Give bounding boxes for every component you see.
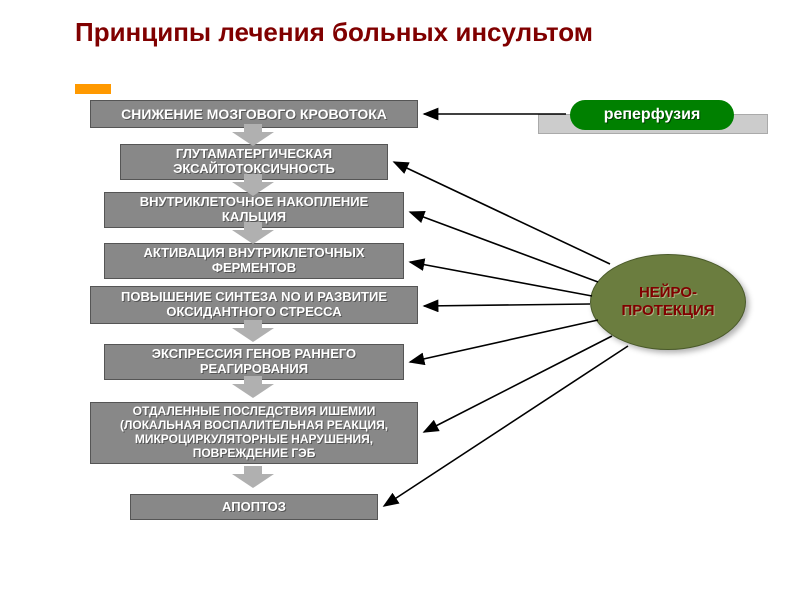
flow-box-6: ОТДАЛЕННЫЕ ПОСЛЕДСТВИЯ ИШЕМИИ (ЛОКАЛЬНАЯ… (90, 402, 418, 464)
flow-box-4: ПОВЫШЕНИЕ СИНТЕЗА NO И РАЗВИТИЕ ОКСИДАНТ… (90, 286, 418, 324)
title-marker (75, 84, 111, 94)
flow-box-5: ЭКСПРЕССИЯ ГЕНОВ РАННЕГО РЕАГИРОВАНИЯ (104, 344, 404, 380)
neuroprotection-ellipse: НЕЙРО- ПРОТЕКЦИЯ (590, 254, 746, 350)
down-arrow-2 (232, 222, 274, 244)
flow-box-7: АПОПТОЗ (130, 494, 378, 520)
down-arrow-4 (232, 376, 274, 398)
down-arrow-3 (232, 320, 274, 342)
down-arrow-0 (232, 124, 274, 146)
down-arrow-1 (232, 174, 274, 196)
flow-box-3: АКТИВАЦИЯ ВНУТРИКЛЕТОЧНЫХ ФЕРМЕНТОВ (104, 243, 404, 279)
reperfusion-pill: реперфузия (570, 100, 734, 130)
down-arrow-5 (232, 466, 274, 488)
page-title: Принципы лечения больных инсультом (75, 18, 593, 48)
